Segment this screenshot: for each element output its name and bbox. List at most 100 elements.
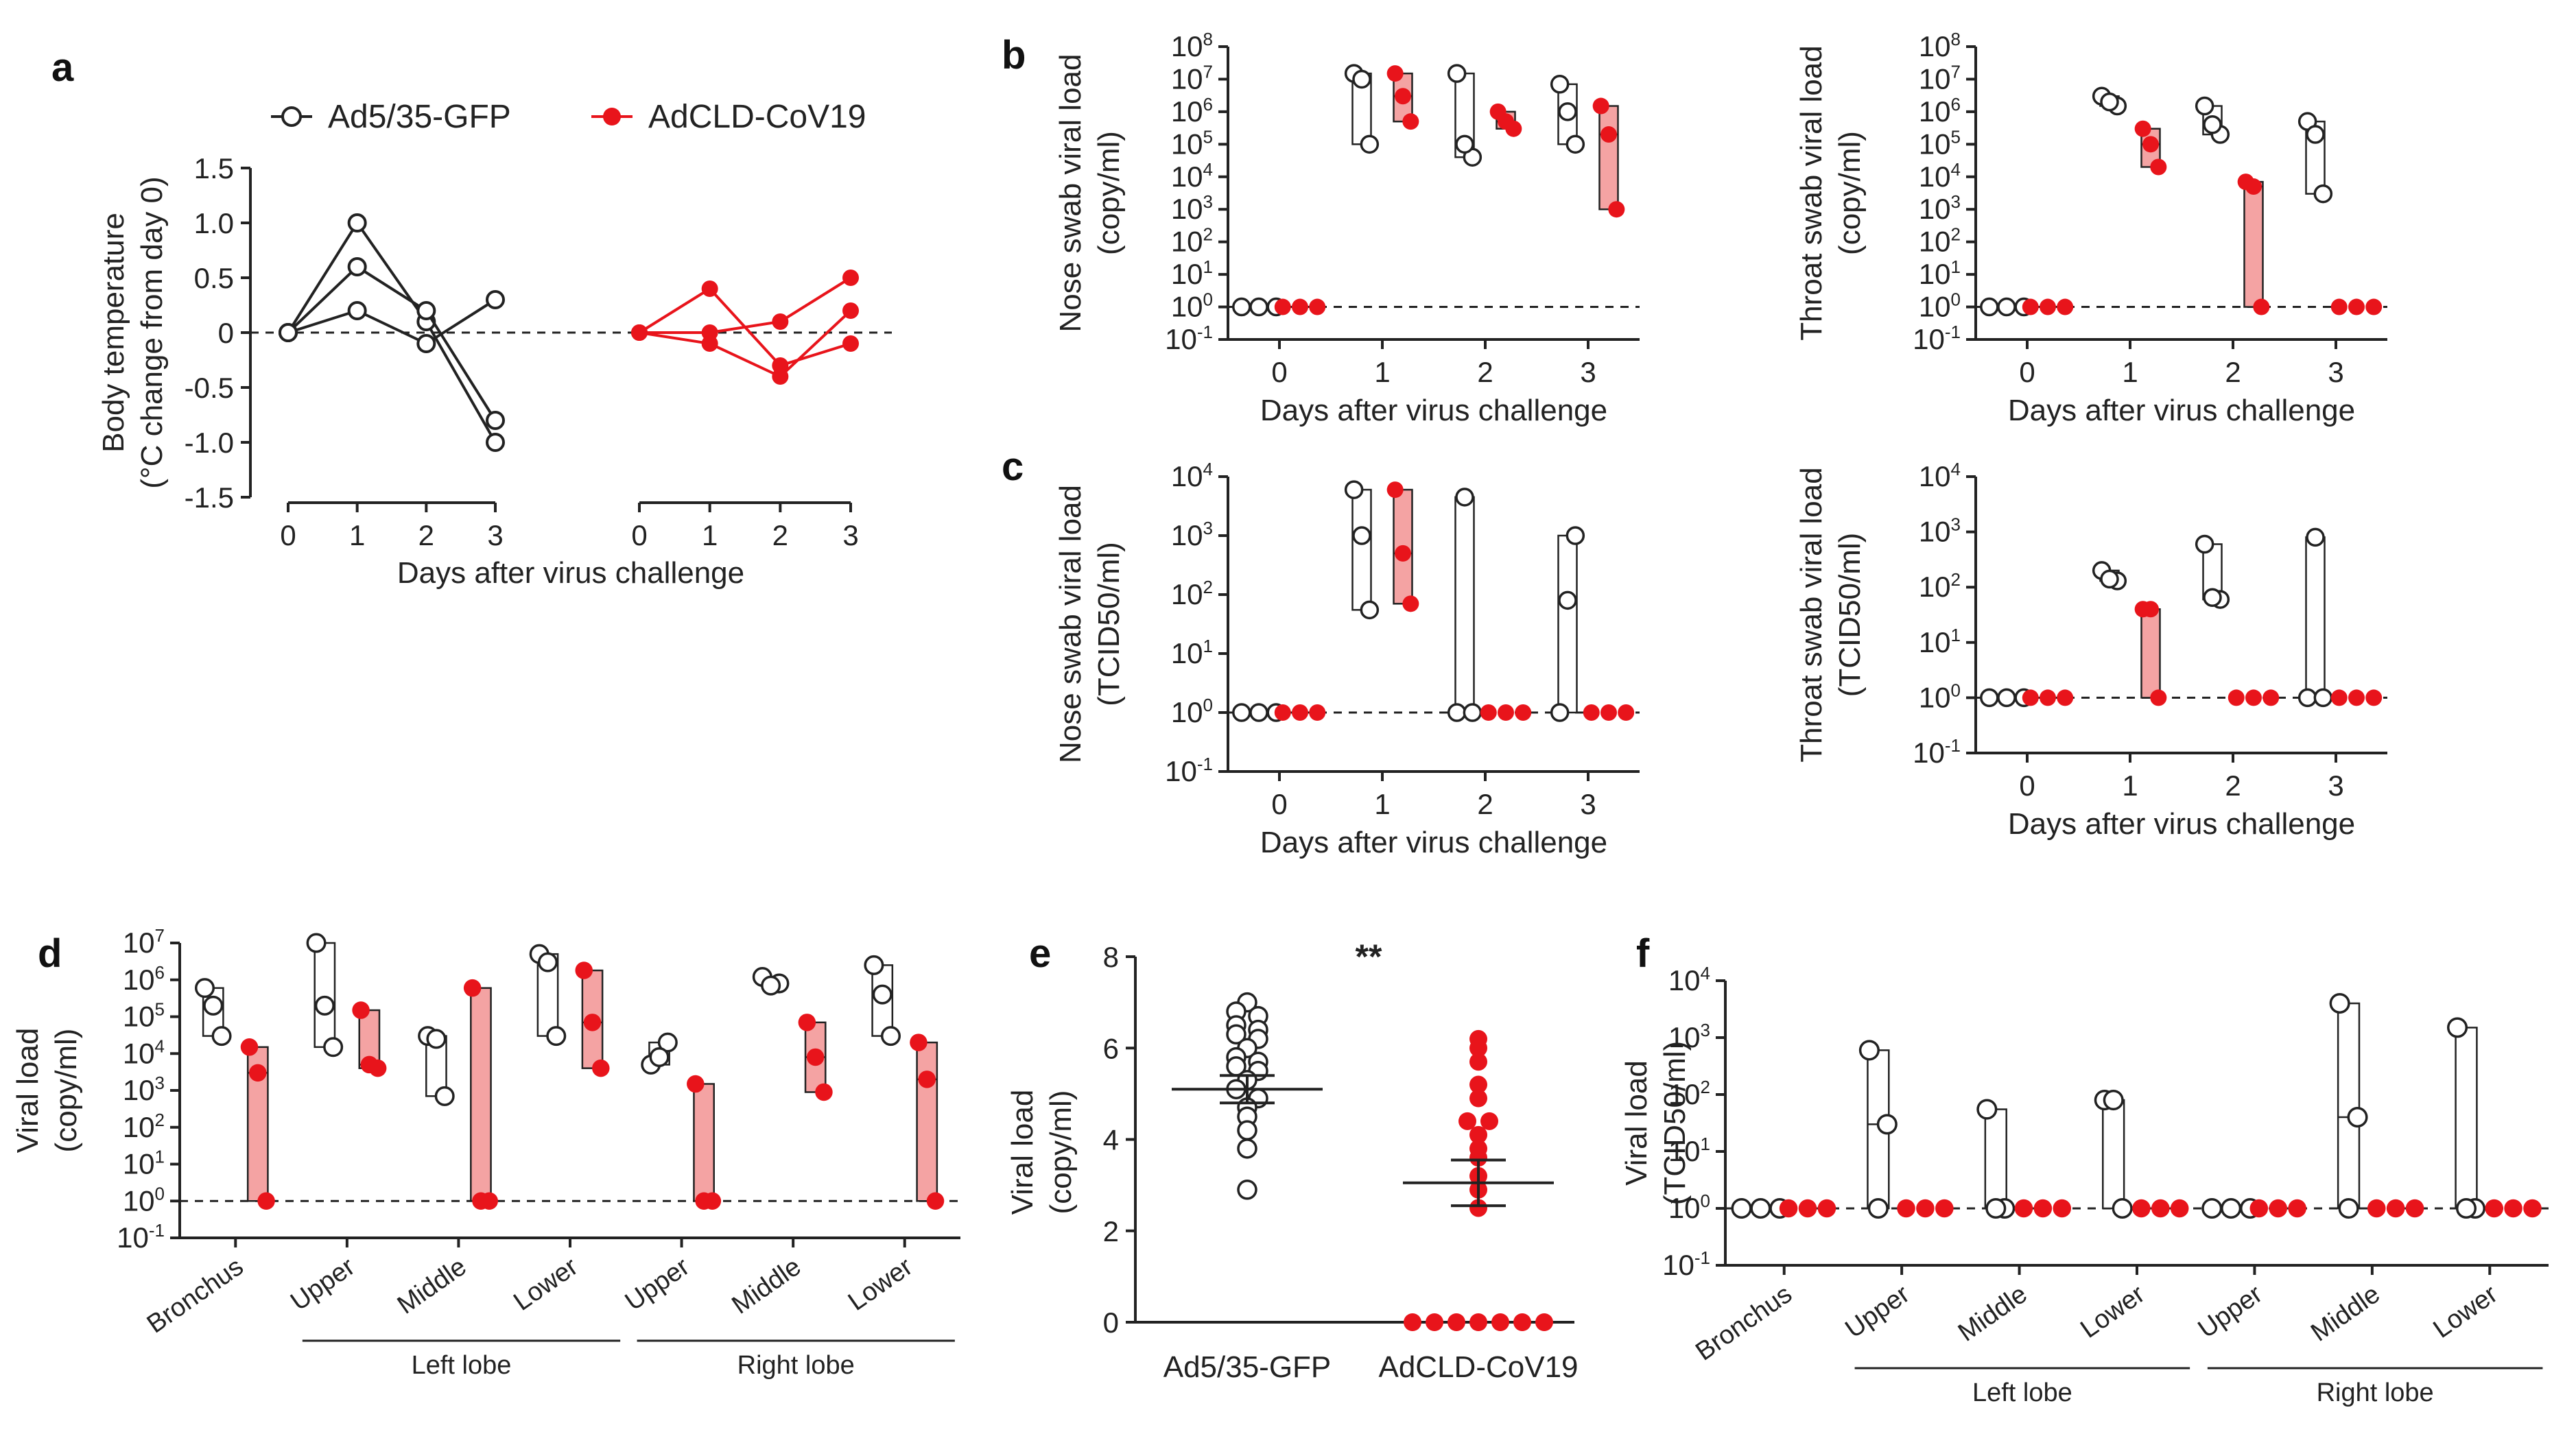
b1-y-tick-label: 103 <box>1171 191 1213 225</box>
b2-point-ctrl <box>2203 115 2222 134</box>
c1-point-vac <box>1498 704 1514 721</box>
c2-y-tick-label: 100 <box>1919 680 1961 713</box>
d-point-vac <box>352 1001 370 1019</box>
b2-category-label: 1 <box>2122 356 2138 388</box>
b1-point-ctrl <box>1249 297 1268 317</box>
b1-point-ctrl <box>1558 102 1577 121</box>
b2-y-tick-label: 101 <box>1919 256 1961 290</box>
b1-y-axis-title-line2: (copy/ml) <box>1092 131 1126 255</box>
c1-y-tick-label: 100 <box>1171 695 1213 728</box>
b1-y-tick-label: 10-1 <box>1165 322 1213 355</box>
f-point-ctrl <box>1731 1197 1752 1219</box>
panel-label-e: e <box>1029 931 1051 976</box>
c1-category-label: 3 <box>1580 788 1596 820</box>
b2-y-tick-label: 107 <box>1919 61 1961 95</box>
f-category-label: Upper <box>1840 1280 1915 1344</box>
c2-point-vac <box>2262 689 2280 706</box>
f-y-tick-label: 100 <box>1668 1191 1710 1224</box>
c2-y-axis-title-line1: Throat swab viral load <box>1795 467 1828 762</box>
f-point-vac <box>2132 1199 2151 1218</box>
a-x-tick-label: 3 <box>487 519 503 551</box>
b1-category-label: 1 <box>1374 356 1390 388</box>
d-y-tick-label: 103 <box>123 1073 165 1106</box>
b1-box-vac <box>1598 105 1619 211</box>
e-point-vac <box>1535 1313 1553 1331</box>
e-y-tick-label: 4 <box>1103 1124 1119 1156</box>
d-point-ctrl <box>872 984 893 1005</box>
e-point-vac <box>1447 1313 1465 1331</box>
d-y-tick-label: 106 <box>123 962 165 996</box>
f-point-vac <box>2523 1199 2542 1218</box>
d-point-vac <box>806 1048 825 1066</box>
c2-y-tick-label: 10-1 <box>1913 735 1961 769</box>
d-category-label: Bronchus <box>142 1252 249 1339</box>
c1-y-axis-title-line1: Nose swab viral load <box>1054 485 1087 763</box>
b2-y-tick-label: 104 <box>1919 159 1961 193</box>
e-point-vac <box>1426 1313 1443 1331</box>
f-point-vac <box>2014 1199 2033 1218</box>
f-point-vac <box>2386 1199 2405 1218</box>
e-point-ctrl <box>1237 1120 1257 1140</box>
b1-x-axis-title: Days after virus challenge <box>1260 394 1607 427</box>
e-point-vac <box>1469 1313 1487 1331</box>
d-point-ctrl <box>546 1026 567 1047</box>
b2-point-vac <box>2040 298 2056 315</box>
b2-point-ctrl <box>2100 92 2119 112</box>
f-point-ctrl <box>2329 992 2350 1014</box>
d-y-axis-title: Viral load (copy/ml) <box>11 1028 83 1154</box>
a-point-vac <box>701 335 718 352</box>
c2-point-vac <box>2142 601 2159 618</box>
d-category-label: Middle <box>392 1252 472 1320</box>
f-point-ctrl <box>2103 1090 2124 1111</box>
b2-y-tick-label: 100 <box>1919 289 1961 323</box>
c1-point-ctrl <box>1558 590 1577 610</box>
d-y-tick-label: 105 <box>123 999 165 1033</box>
f-point-vac <box>1897 1199 1915 1218</box>
b1-point-vac <box>1592 97 1609 115</box>
b2-point-vac <box>2134 120 2151 137</box>
d-point-ctrl <box>306 933 327 953</box>
f-point-vac <box>2367 1199 2386 1218</box>
legend-vac-marker <box>603 108 621 126</box>
d-point-vac <box>240 1038 259 1056</box>
c2-point-ctrl <box>2306 527 2325 547</box>
f-point-ctrl <box>2201 1197 2223 1219</box>
f-point-ctrl <box>1867 1197 1889 1219</box>
c2-point-vac <box>2022 689 2039 706</box>
b2-point-vac <box>2150 158 2167 176</box>
e-y-axis-title: Viral load (copy/ml) <box>1006 1090 1078 1215</box>
f-point-ctrl <box>2447 1017 2468 1038</box>
b1-category-label: 3 <box>1580 356 1596 388</box>
d-point-vac <box>583 1014 602 1031</box>
a-point-vac <box>701 280 718 297</box>
e-point-vac <box>1404 1313 1421 1331</box>
d-y-tick-label: 102 <box>123 1110 165 1143</box>
f-point-vac <box>1779 1199 1798 1218</box>
d-category-label: Upper <box>285 1252 360 1317</box>
b1-point-ctrl <box>1565 134 1585 154</box>
f-group-label: Left lobe <box>1972 1378 2072 1407</box>
f-point-vac <box>1798 1199 1817 1218</box>
b2-point-vac <box>2245 178 2262 195</box>
d-box-ctrl <box>314 942 336 1049</box>
d-point-vac <box>918 1071 936 1088</box>
f-point-ctrl <box>1750 1197 1771 1219</box>
b2-y-axis-title: Throat swab viral load (copy/ml) <box>1795 45 1867 340</box>
c2-x-axis-title: Days after virus challenge <box>2008 807 2355 841</box>
c1-point-vac <box>1600 704 1617 721</box>
e-category-label: Ad5/35-GFP <box>1163 1350 1332 1384</box>
d-point-vac <box>687 1075 705 1093</box>
b1-y-tick-label: 100 <box>1171 289 1213 323</box>
e-y-tick-label: 0 <box>1103 1306 1119 1339</box>
a-y-tick-label: 0.5 <box>194 262 234 294</box>
c1-point-ctrl <box>1232 703 1251 722</box>
b1-point-vac <box>1498 113 1514 130</box>
d-point-vac <box>575 961 593 979</box>
d-box-vac <box>693 1083 715 1202</box>
c1-y-axis-title: Nose swab viral load (TCID50/ml) <box>1054 485 1126 763</box>
a-x-tick-label: 0 <box>631 519 647 551</box>
d-point-ctrl <box>203 995 224 1016</box>
panel-label-a: a <box>51 45 74 90</box>
c1-point-ctrl <box>1455 488 1474 507</box>
